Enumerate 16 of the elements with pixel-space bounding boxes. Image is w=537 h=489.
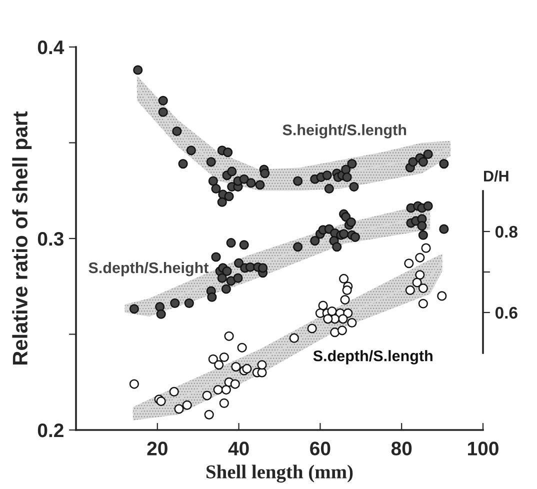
series-label: S.height/S.length [282, 124, 406, 138]
series-label: S.depth/S.length [313, 350, 432, 364]
y-tick-label: 0.2 [38, 423, 64, 438]
x-tick-label: 100 [468, 442, 498, 456]
x-axis-title: Shell length (mm) [206, 464, 353, 483]
y2-axis-title: D/H [484, 170, 508, 182]
x-tick-label: 20 [147, 442, 168, 456]
x-tick-label: 40 [228, 442, 249, 456]
y2-tick-label: 0.6 [495, 306, 518, 319]
y-axis-title: Relative ratio of shell part [12, 111, 32, 364]
x-tick-label: 60 [310, 442, 330, 456]
y-tick-label: 0.3 [38, 232, 64, 246]
series-label: S.depth/S.height [88, 262, 209, 276]
x-tick-label: 80 [391, 442, 412, 456]
y2-tick-label: 0.8 [495, 226, 518, 238]
y-tick-label: 0.4 [38, 40, 64, 54]
